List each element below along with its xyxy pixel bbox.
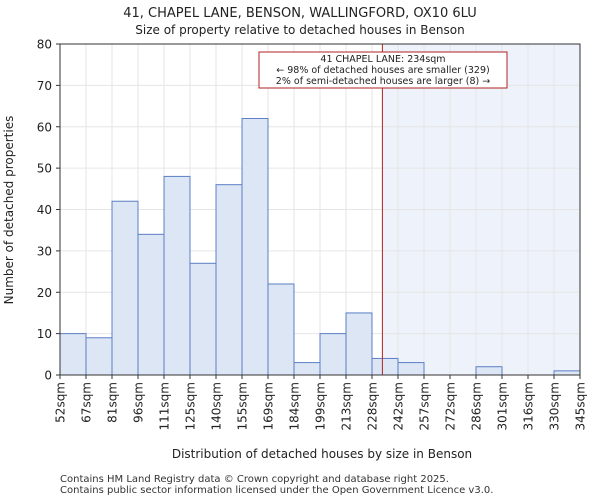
bar-184sqm	[293, 362, 321, 376]
bar-286sqm	[475, 366, 503, 376]
annotation-line1: 41 CHAPEL LANE: 234sqm	[320, 54, 445, 65]
annotation-line3: 2% of semi-detached houses are larger (8…	[276, 76, 490, 87]
y-tick-label: 10	[37, 327, 52, 341]
bar-125sqm	[189, 262, 217, 376]
plot-border	[59, 43, 581, 376]
x-tick-label: 155sqm	[236, 382, 250, 430]
x-tick-label: 52sqm	[54, 382, 68, 423]
x-tick-label: 345sqm	[574, 382, 588, 430]
y-tick-label: 30	[37, 244, 52, 258]
annotation-box: 41 CHAPEL LANE: 234sqm ← 98% of detached…	[258, 51, 508, 89]
y-tick-label: 50	[37, 162, 52, 176]
footer-line2: Contains public sector information licen…	[60, 485, 494, 496]
x-tick-label: 286sqm	[470, 382, 484, 430]
y-axis-ticks: 0 10 20 30 40 50 60 70 80	[37, 38, 60, 383]
bar-140sqm	[215, 184, 243, 376]
x-tick-label: 301sqm	[496, 382, 510, 430]
x-tick-label: 96sqm	[132, 382, 146, 423]
x-tick-label: 111sqm	[158, 382, 172, 430]
x-tick-label: 272sqm	[444, 382, 458, 430]
bar-67sqm	[85, 337, 113, 376]
x-tick-label: 316sqm	[522, 382, 536, 430]
x-tick-label: 81sqm	[106, 382, 120, 423]
x-tick-label: 257sqm	[418, 382, 432, 430]
bar-169sqm	[267, 283, 295, 376]
y-tick-label: 60	[37, 120, 52, 134]
annotation-line2: ← 98% of detached houses are smaller (32…	[276, 65, 489, 76]
y-tick-label: 70	[37, 79, 52, 93]
bar-155sqm	[241, 117, 269, 376]
y-tick-label: 80	[37, 38, 52, 52]
plot-frame	[59, 43, 581, 376]
x-tick-label: 125sqm	[184, 382, 198, 430]
bar-242sqm	[397, 362, 425, 376]
bar-52sqm	[59, 333, 87, 376]
x-tick-label: 199sqm	[314, 382, 328, 430]
bar-199sqm	[319, 333, 347, 376]
x-tick-label: 184sqm	[288, 382, 302, 430]
x-tick-label: 228sqm	[366, 382, 380, 430]
x-axis-ticks: 52sqm 67sqm 81sqm 96sqm 111sqm 125sqm 140sqm 15…	[54, 375, 588, 430]
x-tick-label: 67sqm	[80, 382, 94, 423]
y-tick-label: 0	[44, 369, 52, 383]
x-tick-label: 213sqm	[340, 382, 354, 430]
x-tick-label: 140sqm	[210, 382, 224, 430]
bar-96sqm	[137, 233, 165, 376]
bar-228sqm	[371, 357, 399, 376]
chart-title: 41, CHAPEL LANE, BENSON, WALLINGFORD, OX…	[123, 6, 476, 21]
bar-111sqm	[163, 175, 191, 376]
annotation-frame	[258, 51, 508, 89]
bars	[59, 117, 581, 376]
x-axis-label: Distribution of detached houses by size …	[172, 447, 472, 461]
bar-81sqm	[111, 200, 139, 376]
footer-line1: Contains HM Land Registry data © Crown c…	[60, 474, 449, 485]
y-tick-label: 40	[37, 203, 52, 217]
y-axis-label: Number of detached properties	[2, 116, 16, 305]
x-tick-label: 242sqm	[392, 382, 406, 430]
bar-330sqm	[553, 370, 581, 376]
y-tick-label: 20	[37, 286, 52, 300]
x-tick-label: 169sqm	[262, 382, 276, 430]
bar-213sqm	[345, 312, 373, 376]
chart-subtitle: Size of property relative to detached ho…	[135, 23, 464, 37]
x-tick-label: 330sqm	[548, 382, 562, 430]
